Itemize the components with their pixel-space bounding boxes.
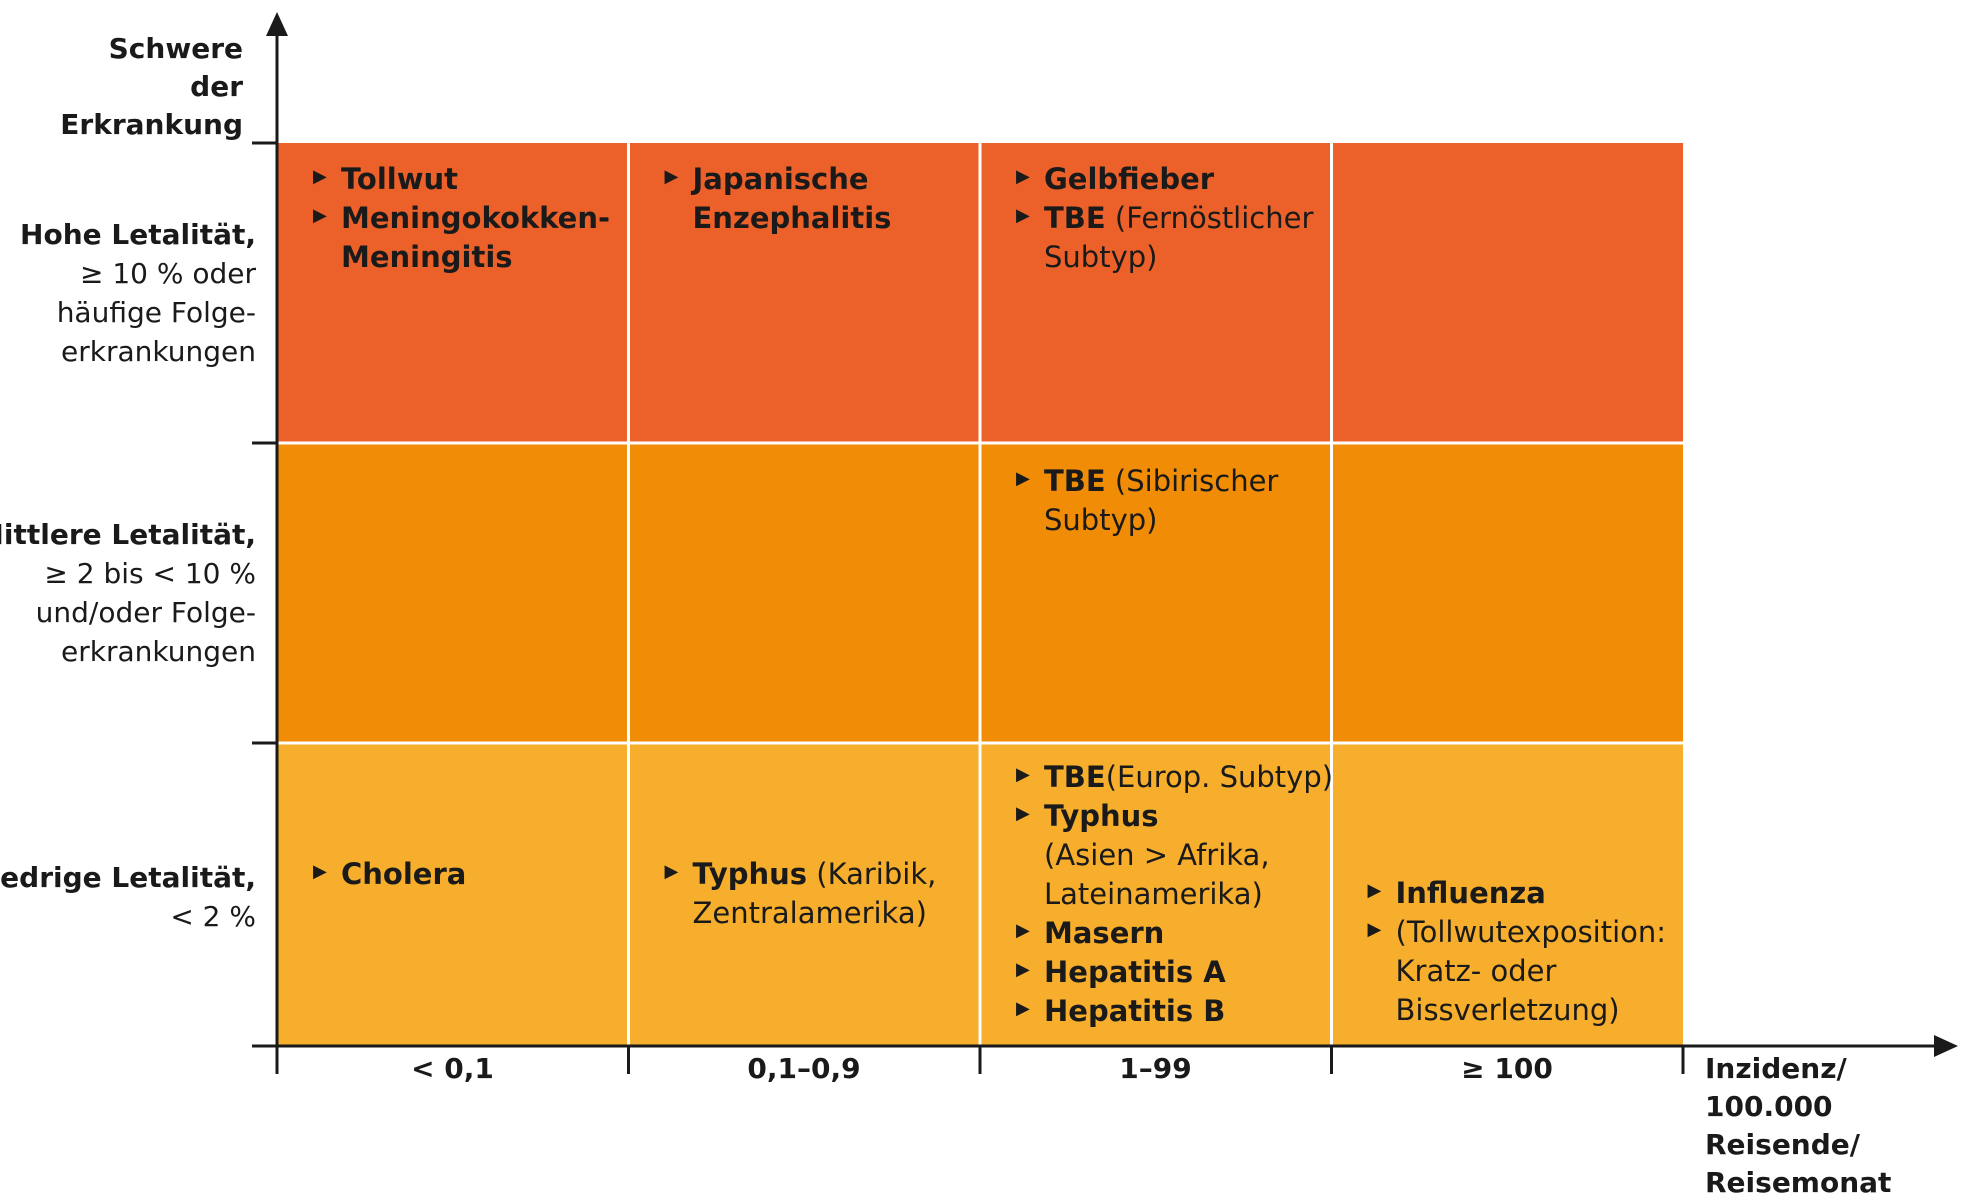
bullet-icon: ▶ bbox=[1016, 764, 1030, 785]
cell-r2c1: ▶ Typhus (Karibik, Zentralamerika) bbox=[665, 855, 937, 933]
x-axis-title-line-1: Inzidenz/ bbox=[1705, 1052, 1847, 1085]
disease-note-line: Meningitis bbox=[341, 240, 513, 274]
disease-name: Hepatitis B bbox=[1044, 994, 1226, 1028]
bullet-icon: ▶ bbox=[1367, 919, 1382, 940]
row-label-line: und/oder Folge- bbox=[35, 596, 256, 629]
x-axis-arrow bbox=[1934, 1035, 1958, 1057]
disease-name: Masern bbox=[1044, 916, 1165, 950]
bullet-icon: ▶ bbox=[1016, 205, 1030, 226]
bullet-icon: ▶ bbox=[664, 166, 679, 187]
y-axis-title-line-1: Schwere bbox=[108, 32, 243, 65]
cell-r0c2: ▶ Gelbfieber ▶ TBE (Fernöstlicher Subtyp) bbox=[1016, 160, 1313, 277]
disease-name: Cholera bbox=[341, 857, 467, 891]
disease-entry: ▶ Hepatitis B bbox=[1016, 992, 1333, 1031]
disease-name: TBE bbox=[1044, 201, 1106, 235]
disease-name: Gelbfieber bbox=[1044, 162, 1215, 196]
bullet-icon: ▶ bbox=[1016, 920, 1030, 941]
disease-name: TBE bbox=[1044, 464, 1106, 498]
bullet-icon: ▶ bbox=[1016, 803, 1030, 824]
cell-r0c0: ▶ Tollwut ▶ Meningokokken- Meningitis bbox=[313, 160, 610, 277]
disease-note-line: Subtyp) bbox=[1044, 240, 1158, 274]
column-label-2: 1–99 bbox=[1119, 1052, 1192, 1085]
column-label-1: 0,1–0,9 bbox=[747, 1052, 861, 1085]
disease-entry: ▶ TBE (Sibirischer Subtyp) bbox=[1016, 462, 1278, 540]
disease-name: Japanische bbox=[692, 162, 869, 196]
row-label-title: Niedrige Letalität, bbox=[0, 861, 256, 894]
column-label-3: ≥ 100 bbox=[1461, 1052, 1553, 1085]
grid-and-axes bbox=[252, 12, 1958, 1074]
column-label-0: < 0,1 bbox=[411, 1052, 494, 1085]
x-axis-title-line-2: 100.000 Reisende/ bbox=[1705, 1090, 1860, 1161]
disease-note-line: Lateinamerika) bbox=[1044, 877, 1263, 911]
row-label-line: ≥ 10 % oder bbox=[79, 257, 256, 290]
disease-entry: ▶ Influenza bbox=[1368, 874, 1667, 913]
disease-entry: ▶ Typhus (Asien > Afrika, Lateinamerika) bbox=[1016, 797, 1333, 914]
bullet-icon: ▶ bbox=[1016, 468, 1030, 489]
disease-name: Hepatitis A bbox=[1044, 955, 1226, 989]
cell-r1c2: ▶ TBE (Sibirischer Subtyp) bbox=[1016, 462, 1278, 540]
bullet-icon: ▶ bbox=[1016, 166, 1030, 187]
disease-name: Influenza bbox=[1395, 876, 1546, 910]
bullet-icon: ▶ bbox=[1367, 880, 1382, 901]
row-label-line: < 2 % bbox=[170, 900, 256, 933]
disease-note: (Tollwutexposition: bbox=[1395, 915, 1667, 949]
disease-name: TBE bbox=[1044, 760, 1106, 794]
disease-note-line: Zentralamerika) bbox=[692, 896, 927, 930]
disease-entry: ▶ Meningokokken- Meningitis bbox=[313, 199, 610, 277]
disease-note: (Karibik, bbox=[807, 857, 937, 891]
cell-r2c3: ▶ Influenza ▶ (Tollwutexposition: Kratz- ode… bbox=[1368, 874, 1667, 1030]
disease-note-line: Bissverletzung) bbox=[1395, 993, 1620, 1027]
disease-name: Meningokokken- bbox=[341, 201, 611, 235]
disease-entry: ▶ Masern bbox=[1016, 914, 1333, 953]
y-axis-arrow bbox=[266, 12, 288, 36]
disease-name: Typhus bbox=[1044, 799, 1159, 833]
y-axis-title-line-2: der Erkrankung bbox=[60, 70, 243, 141]
disease-entry: ▶ TBE (Fernöstlicher Subtyp) bbox=[1016, 199, 1313, 277]
disease-note-line: (Asien > Afrika, bbox=[1044, 838, 1270, 872]
row-label-line: ≥ 2 bis < 10 % bbox=[44, 557, 256, 590]
disease-entry: ▶ Tollwut bbox=[313, 160, 610, 199]
bullet-icon: ▶ bbox=[313, 861, 327, 882]
row-label-title: Mittlere Letalität, bbox=[0, 518, 256, 551]
disease-name: Tollwut bbox=[341, 162, 459, 196]
bullet-icon: ▶ bbox=[1016, 959, 1030, 980]
disease-entry: ▶ Typhus (Karibik, Zentralamerika) bbox=[665, 855, 937, 933]
disease-note: (Fernöstlicher bbox=[1105, 201, 1314, 235]
x-axis-title: Inzidenz/ 100.000 Reisende/ Reisemonat bbox=[1705, 1050, 1962, 1202]
disease-note-line: Enzephalitis bbox=[692, 201, 892, 235]
cell-r2c2: ▶ TBE(Europ. Subtyp) ▶ Typhus (Asien > Afrik… bbox=[1016, 758, 1333, 1031]
row-label-line: erkrankungen bbox=[61, 335, 256, 368]
disease-entry: ▶ Hepatitis A bbox=[1016, 953, 1333, 992]
y-axis-title: Schwere der Erkrankung bbox=[38, 30, 243, 144]
x-axis-title-line-3: Reisemonat bbox=[1705, 1166, 1892, 1199]
risk-matrix-diagram: Schwere der Erkrankung Inzidenz/ 100.000… bbox=[0, 12, 1958, 1199]
disease-note: (Europ. Subtyp) bbox=[1105, 760, 1334, 794]
bullet-icon: ▶ bbox=[313, 166, 327, 187]
row-label-line: häufige Folge- bbox=[56, 296, 256, 329]
disease-entry: ▶ Cholera bbox=[313, 855, 466, 894]
bullet-icon: ▶ bbox=[664, 861, 679, 882]
disease-note: (Sibirischer bbox=[1105, 464, 1279, 498]
cell-r2c0: ▶ Cholera bbox=[313, 855, 466, 894]
disease-entry: ▶ TBE(Europ. Subtyp) bbox=[1016, 758, 1333, 797]
disease-entry: ▶ (Tollwutexposition: Kratz- oder Bissverle… bbox=[1368, 913, 1667, 1030]
row-label-line: erkrankungen bbox=[61, 635, 256, 668]
bullet-icon: ▶ bbox=[313, 205, 327, 226]
row-label-title: Hohe Letalität, bbox=[20, 218, 256, 251]
bullet-icon: ▶ bbox=[1016, 998, 1030, 1019]
row-label-0: Hohe Letalität, ≥ 10 % oder häufige Folge-… bbox=[20, 215, 256, 371]
row-label-1: Mittlere Letalität, ≥ 2 bis < 10 % und/ode… bbox=[0, 515, 256, 671]
disease-note-line: Kratz- oder bbox=[1395, 954, 1557, 988]
disease-name: Typhus bbox=[692, 857, 808, 891]
disease-entry: ▶ Gelbfieber bbox=[1016, 160, 1313, 199]
cell-r0c1: ▶ Japanische Enzephalitis bbox=[665, 160, 892, 238]
disease-entry: ▶ Japanische Enzephalitis bbox=[665, 160, 892, 238]
disease-note-line: Subtyp) bbox=[1044, 503, 1158, 537]
row-label-2: Niedrige Letalität, < 2 % bbox=[0, 858, 256, 936]
